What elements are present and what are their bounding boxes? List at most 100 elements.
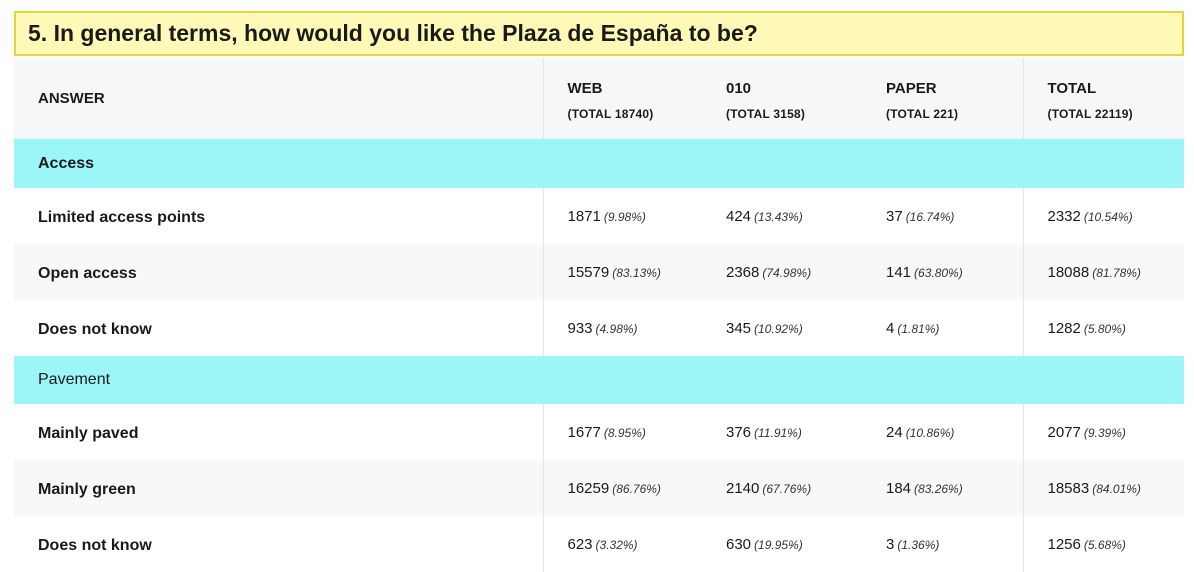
table-row: Limited access points 1871 (9.98%) 424 (13… [14, 188, 1184, 244]
cell-web: 1677 (8.95%) [543, 404, 702, 460]
row-label: Limited access points [14, 188, 544, 244]
cell-percent: (84.01%) [1092, 481, 1141, 496]
cell-percent: (9.39%) [1083, 425, 1126, 440]
cell-percent: (10.92%) [754, 321, 803, 336]
cell-percent: (16.74%) [905, 209, 955, 224]
cell-percent: (10.86%) [905, 425, 955, 440]
table-row: Mainly paved 1677 (8.95%) 376 (11.91%) 24(… [14, 404, 1184, 460]
cell-count: 2368 [726, 263, 760, 281]
cell-percent: (83.13%) [612, 265, 661, 280]
header-010-total: (TOTAL 3158) [726, 107, 806, 121]
section-title: Access [14, 139, 1184, 188]
row-label: Does not know [14, 300, 544, 356]
cell-percent: (63.80%) [914, 265, 963, 280]
question-title: 5. In general terms, how would you like … [14, 11, 1184, 56]
cell-count: 18583 [1047, 479, 1090, 497]
cell-count: 345 [726, 319, 752, 337]
cell-count: 933 [567, 319, 593, 337]
cell-count: 424 [726, 207, 752, 225]
header-total-label: TOTAL [1047, 80, 1097, 97]
cell-count: 1677 [567, 423, 601, 441]
row-label: Open access [14, 244, 544, 300]
cell-count: 16259 [567, 479, 610, 497]
header-paper: PAPER (TOTAL 221) [862, 58, 1024, 139]
cell-total: 1282 (5.80%) [1023, 300, 1184, 356]
cell-count: 1256 [1047, 535, 1081, 553]
row-label: Mainly green [14, 460, 544, 516]
header-paper-total: (TOTAL 221) [886, 107, 959, 121]
cell-percent: (19.95%) [754, 537, 803, 552]
header-010-label: 010 [726, 80, 752, 97]
cell-paper: 3 (1.36%) [862, 516, 1024, 572]
cell-percent: (4.98%) [595, 321, 638, 336]
cell-percent: (8.95%) [603, 425, 646, 440]
cell-percent: (81.78%) [1092, 265, 1141, 280]
cell-010: 2140 (67.76%) [702, 460, 862, 516]
cell-percent: (1.36%) [897, 537, 940, 552]
row-label: Does not know [14, 516, 544, 572]
cell-count: 1282 [1047, 319, 1081, 337]
header-total-total: (TOTAL 22119) [1047, 107, 1133, 121]
cell-010: 424 (13.43%) [702, 188, 862, 244]
header-paper-label: PAPER [886, 80, 937, 97]
table-row: Mainly green 16259 (86.76%) 2140 (67.76%) … [14, 460, 1184, 516]
cell-count: 37 [886, 207, 903, 225]
header-010: 010 (TOTAL 3158) [702, 58, 862, 139]
cell-web: 1871 (9.98%) [543, 188, 702, 244]
header-web-total: (TOTAL 18740) [567, 107, 654, 121]
cell-count: 376 [726, 423, 752, 441]
table-header-row: ANSWER WEB (TOTAL 18740) 010 (TOTAL 3158… [14, 58, 1184, 139]
cell-paper: 4 (1.81%) [862, 300, 1024, 356]
cell-count: 141 [886, 263, 912, 281]
header-answer: ANSWER [14, 58, 544, 139]
cell-count: 2077 [1047, 423, 1081, 441]
cell-total: 2332 (10.54%) [1023, 188, 1184, 244]
cell-count: 24 [886, 423, 903, 441]
cell-web: 15579 (83.13%) [543, 244, 702, 300]
cell-count: 18088 [1047, 263, 1090, 281]
cell-percent: (74.98%) [762, 265, 812, 280]
cell-web: 933 (4.98%) [543, 300, 702, 356]
cell-percent: (83.26%) [914, 481, 963, 496]
cell-percent: (9.98%) [603, 209, 646, 224]
cell-percent: (86.76%) [612, 481, 661, 496]
cell-total: 1256 (5.68%) [1023, 516, 1184, 572]
cell-010: 345 (10.92%) [702, 300, 862, 356]
results-table: ANSWER WEB (TOTAL 18740) 010 (TOTAL 3158… [14, 58, 1184, 572]
cell-count: 4 [886, 319, 895, 337]
cell-paper: 37 (16.74%) [862, 188, 1024, 244]
cell-total: 18583 (84.01%) [1023, 460, 1184, 516]
cell-count: 3 [886, 535, 895, 553]
cell-paper: 141 (63.80%) [862, 244, 1024, 300]
cell-count: 15579 [567, 263, 610, 281]
cell-count: 1871 [567, 207, 601, 225]
cell-percent: (3.32%) [595, 537, 638, 552]
cell-web: 623 (3.32%) [543, 516, 702, 572]
cell-percent: (11.91%) [754, 425, 802, 440]
section-row-access: Access [14, 139, 1184, 188]
section-title: Pavement [14, 356, 1184, 404]
cell-count: 2140 [726, 479, 760, 497]
cell-count: 623 [567, 535, 593, 553]
section-row-pavement: Pavement [14, 356, 1184, 404]
cell-percent: (5.68%) [1083, 537, 1126, 552]
cell-paper: 24 (10.86%) [862, 404, 1024, 460]
header-web-label: WEB [567, 80, 603, 97]
cell-percent: (10.54%) [1083, 209, 1133, 224]
cell-percent: (67.76%) [762, 481, 812, 496]
cell-010: 2368 (74.98%) [702, 244, 862, 300]
table-row: Does not know 933 (4.98%) 345 (10.92%) 4 (1… [14, 300, 1184, 356]
cell-web: 16259 (86.76%) [543, 460, 702, 516]
cell-010: 376 (11.91%) [702, 404, 862, 460]
cell-total: 2077 (9.39%) [1023, 404, 1184, 460]
cell-percent: (1.81%) [897, 321, 940, 336]
table-row: Open access 15579 (83.13%) 2368 (74.98%) 1… [14, 244, 1184, 300]
cell-010: 630 (19.95%) [702, 516, 862, 572]
cell-percent: (13.43%) [754, 209, 803, 224]
cell-percent: (5.80%) [1083, 321, 1126, 336]
cell-total: 18088 (81.78%) [1023, 244, 1184, 300]
table-row: Does not know 623 (3.32%) 630 (19.95%) 3 (1… [14, 516, 1184, 572]
cell-paper: 184 (83.26%) [862, 460, 1024, 516]
cell-count: 630 [726, 535, 752, 553]
row-label: Mainly paved [14, 404, 544, 460]
